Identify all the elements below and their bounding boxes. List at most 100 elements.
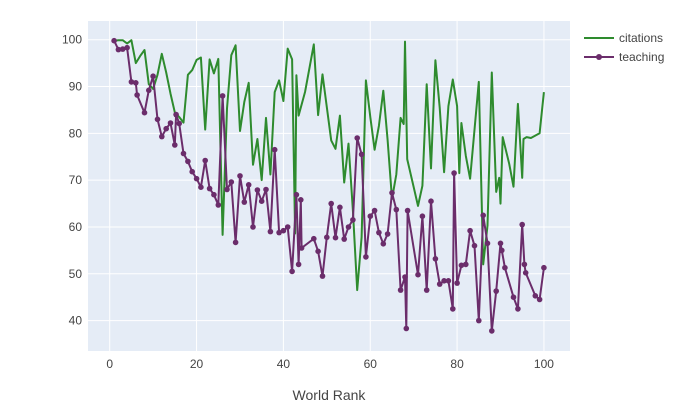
data-point-teaching — [298, 245, 305, 251]
data-point-teaching — [315, 248, 321, 255]
data-point-teaching — [124, 44, 130, 51]
data-point-teaching — [354, 135, 361, 141]
data-point-teaching — [522, 270, 529, 276]
data-point-teaching — [458, 262, 465, 269]
x-tick-label: 20 — [190, 357, 204, 371]
x-tick-label: 40 — [277, 357, 291, 371]
data-point-teaching — [451, 170, 457, 176]
data-point-teaching — [254, 187, 261, 193]
data-point-teaching — [263, 186, 269, 193]
data-point-teaching — [350, 217, 356, 223]
data-point-teaching — [484, 240, 491, 247]
data-point-teaching — [419, 213, 426, 219]
data-point-teaching — [332, 234, 339, 241]
y-tick-label: 50 — [69, 267, 83, 281]
data-point-teaching — [185, 158, 191, 165]
data-point-teaching — [133, 80, 139, 86]
y-tick-label: 100 — [62, 33, 82, 47]
data-point-teaching — [280, 227, 287, 234]
legend-item-teaching[interactable]: teaching — [584, 50, 664, 64]
data-point-teaching — [432, 255, 439, 262]
data-point-teaching — [271, 146, 278, 153]
data-point-teaching — [119, 46, 126, 52]
data-point-teaching — [403, 325, 410, 332]
legend-item-citations[interactable]: citations — [584, 31, 663, 45]
y-tick-label: 70 — [69, 173, 83, 187]
data-point-teaching — [515, 306, 521, 312]
data-point-teaching — [402, 274, 408, 280]
data-point-teaching — [345, 224, 352, 230]
data-point-teaching — [258, 198, 265, 204]
data-point-teaching — [172, 142, 178, 148]
data-point-teaching — [467, 227, 473, 234]
data-point-teaching — [436, 281, 443, 287]
data-point-teaching — [519, 221, 525, 228]
legend[interactable]: citations teaching — [584, 31, 664, 64]
data-point-teaching — [521, 261, 528, 268]
data-point-teaching — [454, 280, 460, 286]
data-point-teaching — [189, 168, 195, 175]
y-axis-tick-labels: 40 50 60 70 80 90 100 — [62, 33, 82, 328]
series-teaching — [111, 37, 547, 334]
data-point-teaching — [445, 278, 452, 284]
data-point-teaching — [367, 213, 374, 219]
data-point-teaching — [193, 175, 200, 182]
data-point-teaching — [489, 328, 495, 334]
data-point-teaching — [128, 79, 135, 85]
data-point-teaching — [150, 73, 156, 79]
data-point-teaching — [241, 199, 248, 205]
data-point-teaching — [493, 288, 500, 294]
data-point-teaching — [219, 93, 226, 99]
data-point-teaching — [363, 254, 369, 260]
data-point-teaching — [393, 206, 400, 213]
data-point-teaching — [532, 293, 539, 299]
data-point-teaching — [497, 240, 504, 247]
series-line-citations — [113, 39, 545, 292]
data-point-teaching — [111, 37, 117, 44]
data-point-teaching — [154, 116, 161, 123]
legend-label: teaching — [619, 50, 664, 64]
data-point-teaching — [115, 46, 122, 53]
data-point-teaching — [376, 229, 382, 236]
y-tick-label: 60 — [69, 220, 83, 234]
data-point-teaching — [450, 306, 456, 312]
data-point-teaching — [176, 120, 182, 127]
data-point-teaching — [341, 236, 348, 242]
data-point-teaching — [250, 224, 256, 230]
data-point-teaching — [371, 207, 378, 214]
data-point-teaching — [541, 264, 547, 271]
data-point-teaching — [202, 157, 208, 164]
x-axis-tick-labels: 0 20 40 60 80 100 — [106, 357, 554, 371]
data-point-teaching — [502, 264, 508, 271]
data-point-teaching — [404, 207, 411, 214]
data-point-teaching — [267, 228, 274, 235]
legend-marker — [596, 54, 602, 60]
data-point-teaching — [319, 273, 326, 279]
data-point-teaching — [389, 190, 395, 196]
data-point-teaching — [245, 182, 252, 188]
data-point-teaching — [536, 296, 543, 303]
x-axis-title: World Rank — [293, 387, 367, 403]
data-point-teaching — [415, 271, 421, 278]
data-point-teaching — [441, 278, 447, 284]
data-point-teaching — [499, 247, 505, 254]
data-point-teaching — [423, 287, 430, 293]
data-point-teaching — [146, 87, 152, 94]
data-point-teaching — [284, 224, 291, 230]
x-tick-label: 80 — [450, 357, 464, 371]
x-tick-label: 0 — [106, 357, 113, 371]
data-point-teaching — [198, 184, 204, 190]
data-point-teaching — [237, 173, 243, 179]
y-tick-label: 90 — [69, 80, 83, 94]
data-point-teaching — [380, 241, 387, 247]
data-point-teaching — [358, 151, 365, 158]
data-point-teaching — [211, 191, 217, 198]
data-point-teaching — [289, 268, 295, 275]
data-point-teaching — [224, 186, 230, 193]
x-tick-label: 100 — [534, 357, 554, 371]
data-point-teaching — [173, 111, 179, 118]
data-point-teaching — [324, 234, 330, 241]
data-point-teaching — [215, 202, 222, 208]
data-point-teaching — [295, 261, 302, 268]
x-tick-label: 60 — [364, 357, 378, 371]
